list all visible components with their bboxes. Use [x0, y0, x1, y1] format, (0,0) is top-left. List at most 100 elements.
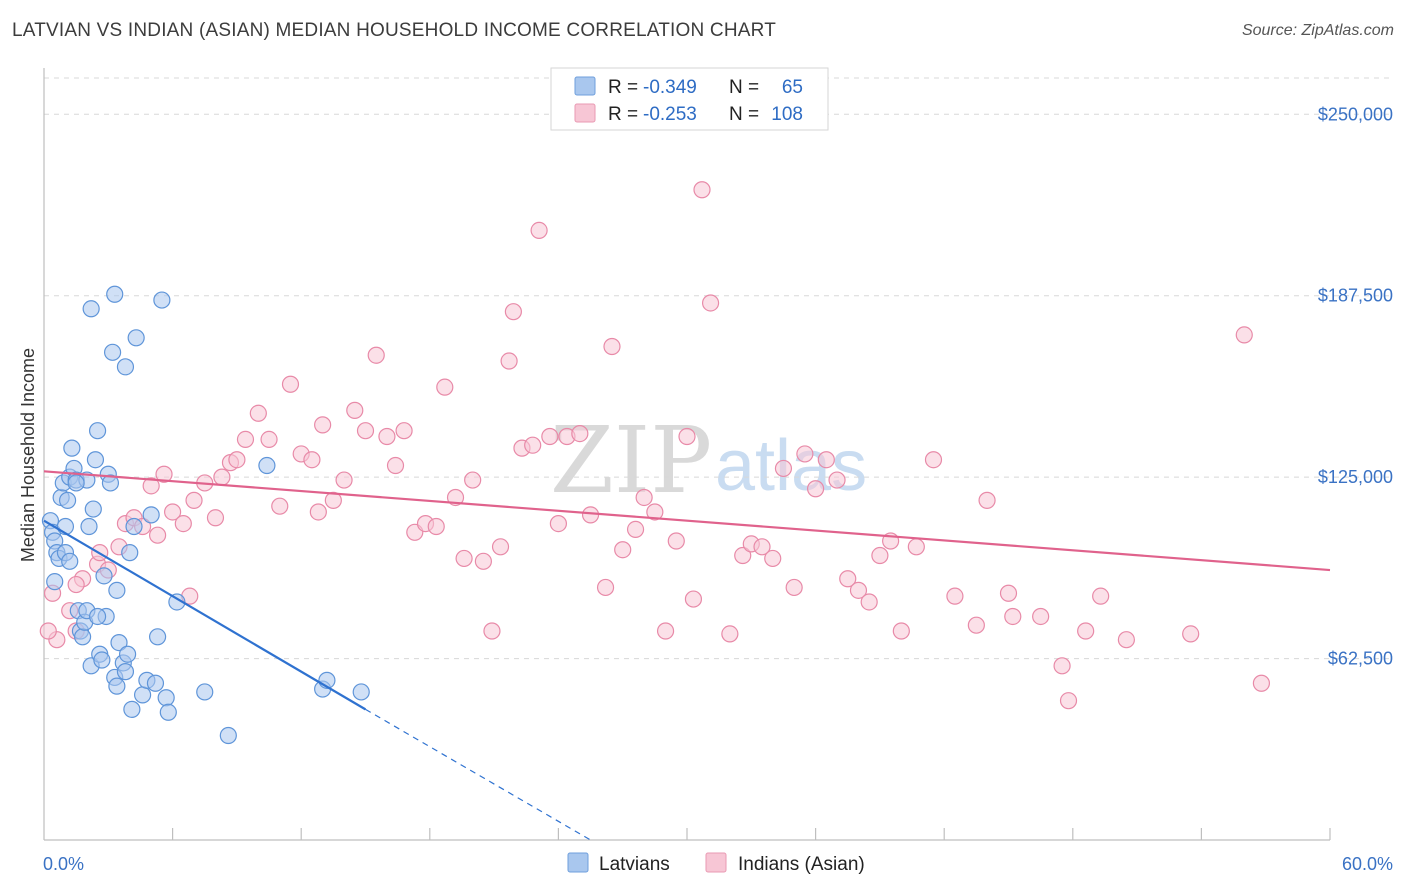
- y-tick-label: $62,500: [1328, 649, 1393, 669]
- latvian-point: [63, 439, 81, 457]
- latvian-point: [101, 474, 120, 492]
- indian-point: [734, 546, 752, 565]
- indian-point: [571, 425, 589, 443]
- indian-point: [142, 477, 160, 495]
- latvian-point: [148, 628, 167, 646]
- chart-title: LATVIAN VS INDIAN (ASIAN) MEDIAN HOUSEHO…: [12, 20, 777, 41]
- latvian-point: [108, 581, 126, 599]
- indian-point: [1053, 657, 1071, 675]
- indian-point: [185, 491, 203, 509]
- latvian-point: [133, 686, 152, 704]
- zipatlas-watermark: ZIP atlas: [550, 407, 867, 514]
- latvian-point: [121, 544, 139, 562]
- indian-point: [892, 622, 910, 640]
- indian-point: [524, 436, 542, 454]
- latvian-point: [142, 506, 160, 524]
- latvian-point: [58, 491, 77, 509]
- indian-point: [796, 445, 814, 463]
- indian-point: [626, 520, 645, 538]
- y-tick-labels: $62,500 $125,000 $187,500 $250,000: [1318, 104, 1393, 668]
- legend-r-label-2: R =: [608, 104, 638, 125]
- latvian-point: [168, 593, 186, 611]
- indian-point: [978, 491, 996, 509]
- indian-point: [1077, 622, 1095, 640]
- latvian-point: [123, 700, 141, 718]
- indian-point: [446, 488, 465, 507]
- indian-point: [549, 514, 568, 533]
- indian-point: [596, 578, 615, 597]
- indian-point: [281, 375, 300, 393]
- latvian-point: [157, 689, 175, 707]
- indian-point: [314, 416, 332, 434]
- series-indians-asian: [39, 181, 1271, 710]
- indian-point: [249, 404, 267, 422]
- indian-point: [701, 294, 720, 312]
- indian-point: [753, 538, 771, 556]
- indian-point: [1092, 587, 1110, 605]
- indian-point: [213, 468, 231, 486]
- indian-point: [436, 378, 454, 396]
- indian-point: [67, 575, 85, 594]
- legend-n-value-1: 65: [782, 77, 803, 98]
- indian-point: [999, 584, 1018, 602]
- indian-point: [271, 497, 289, 515]
- latvian-point: [153, 291, 171, 309]
- latvian-point: [125, 517, 143, 536]
- indian-point: [1059, 692, 1078, 710]
- indian-point: [785, 578, 803, 597]
- indian-point: [721, 625, 739, 643]
- latvian-point: [86, 451, 105, 469]
- indian-point: [693, 181, 711, 199]
- latvian-trend-extension: [365, 708, 591, 841]
- bottom-legend-label-latvians: Latvians: [599, 854, 670, 875]
- indian-point: [427, 517, 445, 536]
- indian-point: [967, 616, 985, 634]
- indian-point: [164, 503, 182, 521]
- indian-point: [474, 552, 492, 570]
- latvian-point: [219, 726, 237, 745]
- latvian-trend-line: [43, 519, 367, 711]
- grid-lines: [44, 77, 1394, 660]
- indian-point: [530, 221, 548, 239]
- latvian-point: [258, 456, 276, 475]
- series-latvians: [41, 285, 370, 745]
- indian-point: [464, 471, 482, 489]
- indian-point: [324, 491, 342, 509]
- indian-point: [946, 587, 964, 605]
- indian-point: [483, 622, 501, 640]
- axes: [43, 68, 1331, 841]
- y-tick-label: $187,500: [1318, 286, 1393, 306]
- indian-point: [907, 538, 925, 556]
- indian-point: [504, 303, 522, 321]
- y-tick-label: $250,000: [1318, 104, 1393, 124]
- indian-trend-line: [43, 470, 1331, 572]
- latvian-point: [110, 634, 128, 652]
- indian-point: [395, 422, 413, 440]
- indian-point: [871, 546, 889, 565]
- legend-box: [550, 67, 829, 131]
- bottom-legend-swatch-indians: [705, 852, 727, 873]
- legend-swatch-indians: [574, 103, 596, 123]
- watermark-zip: ZIP: [550, 407, 712, 514]
- indian-point: [1004, 607, 1022, 626]
- indian-point: [356, 422, 375, 440]
- indian-point: [378, 427, 396, 446]
- indian-point: [541, 427, 559, 446]
- legend-r-label-1: R =: [608, 77, 638, 98]
- indian-point: [924, 451, 943, 469]
- indian-point: [581, 506, 600, 524]
- latvian-point: [159, 703, 177, 721]
- latvian-point: [108, 677, 126, 695]
- indian-point: [491, 538, 510, 556]
- indian-point: [614, 541, 632, 559]
- indian-point: [764, 549, 782, 568]
- indian-point: [309, 503, 327, 521]
- indian-point: [455, 549, 473, 568]
- latvian-point: [93, 651, 111, 669]
- bottom-legend-swatch-latvians: [567, 852, 589, 873]
- indian-point: [228, 451, 246, 469]
- latvian-point: [95, 567, 113, 585]
- latvian-point: [46, 573, 64, 591]
- indian-point: [206, 509, 225, 527]
